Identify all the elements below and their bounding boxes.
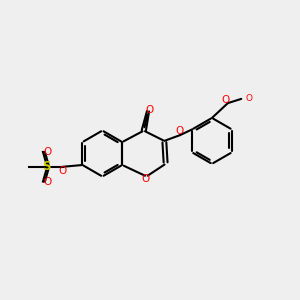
- Text: O: O: [43, 177, 51, 187]
- Text: O: O: [43, 147, 51, 157]
- Text: O: O: [176, 126, 184, 136]
- Text: O: O: [246, 94, 253, 103]
- Text: O: O: [145, 105, 154, 115]
- Text: O: O: [221, 95, 229, 105]
- Text: O: O: [58, 167, 67, 176]
- Text: O: O: [142, 174, 150, 184]
- Text: S: S: [42, 160, 50, 173]
